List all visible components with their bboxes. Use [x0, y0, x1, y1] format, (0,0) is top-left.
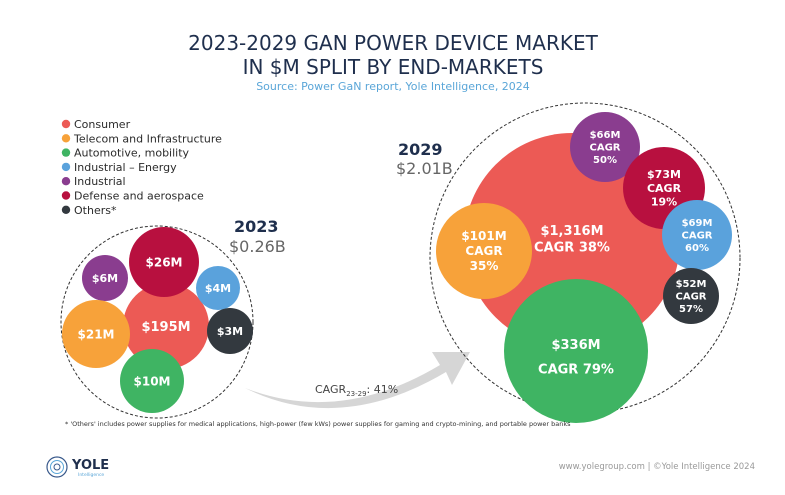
legend-item: Others* [61, 204, 117, 217]
bubble-circle [504, 279, 648, 423]
bubble-circle [436, 203, 532, 299]
legend-label: Telecom and Infrastructure [73, 132, 222, 145]
legend-dot-icon [61, 191, 71, 200]
legend-dot-icon [61, 162, 71, 172]
footer-credit: www.yolegroup.com | ©Yole Intelligence 2… [559, 462, 755, 472]
logo-subtext: Intelligence [78, 472, 104, 478]
bubble-circle [570, 112, 640, 182]
outline-2029 [429, 102, 741, 414]
bubble-cagr: CAGR 79% [538, 362, 614, 377]
year-2029-label: 2029 [398, 140, 443, 159]
bubble-2023: $3M [207, 308, 253, 354]
bubble-2023: $6M [82, 255, 128, 301]
bubble-value: $52M [676, 279, 707, 290]
growth-cagr-label: CAGR23-29: 41% [315, 383, 398, 398]
bubble-value: $6M [92, 272, 118, 285]
bubble-circle [129, 227, 199, 297]
legend-label: Defense and aerospace [74, 190, 204, 203]
footnote: * 'Others' includes power supplies for m… [65, 420, 571, 428]
bubble-circle [82, 255, 128, 301]
total-2023: $0.26B [229, 237, 286, 256]
title-line-2: IN $M SPLIT BY END-MARKETS [243, 55, 544, 79]
bubble-2023: $195M [123, 283, 209, 369]
bubble-2023: $21M [62, 300, 130, 368]
bubble-circle [62, 300, 130, 368]
bubble-circle [120, 349, 184, 413]
bubble-cagr2: 57% [679, 304, 703, 315]
bubble-value: $1,316M [540, 224, 603, 239]
bubble-cagr: CAGR [465, 244, 502, 258]
legend-item: Industrial [61, 175, 126, 188]
bubble-value: $21M [78, 328, 115, 342]
legend-label: Industrial [74, 175, 126, 188]
bubble-cagr2: 19% [651, 196, 677, 209]
bubble-cagr2: 50% [593, 155, 617, 166]
bubble-circle [663, 268, 719, 324]
bubble-cagr: CAGR [682, 231, 713, 242]
legend-item: Industrial – Energy [61, 161, 177, 174]
source-text: Source: Power GaN report, Yole Intellige… [256, 80, 530, 93]
bubble-value: $26M [146, 256, 183, 270]
bubble-cagr: CAGR [676, 292, 707, 303]
legend-label: Others* [74, 204, 117, 217]
legend-label: Consumer [74, 118, 131, 131]
bubbles-2023: $195M $26M $6M $4M $21M $3M $10M [62, 227, 253, 413]
bubble-value: $4M [205, 282, 231, 295]
bubble-cagr: CAGR 38% [534, 240, 610, 255]
bubble-2023: $26M [129, 227, 199, 297]
bubble-circle [662, 200, 732, 270]
logo-text: YOLE [71, 458, 109, 473]
bubble-value: $10M [134, 375, 171, 389]
bubble-circle [207, 308, 253, 354]
legend-dot-icon [61, 119, 71, 129]
legend-label: Industrial – Energy [74, 161, 177, 174]
title-line-1: 2023-2029 GAN POWER DEVICE MARKET [188, 31, 599, 55]
outline-2023 [60, 225, 254, 419]
bubble-value: $69M [682, 218, 713, 229]
yole-logo: YOLE Intelligence [46, 456, 109, 478]
bubble-value: $101M [461, 229, 506, 243]
bubble-value: $73M [647, 168, 681, 181]
legend-dot-icon [61, 148, 71, 157]
bubble-2029: $336M CAGR 79% [504, 279, 648, 423]
bubble-cagr: CAGR [590, 143, 621, 154]
bubble-2023: $10M [120, 349, 184, 413]
bubble-2023: $4M [196, 266, 240, 310]
growth-arrow [245, 352, 470, 409]
legend-dot-icon [61, 205, 71, 214]
bubble-value: $195M [141, 320, 190, 335]
bubble-value: $66M [590, 130, 621, 141]
bubble-circle [196, 266, 240, 310]
legend-item: Defense and aerospace [61, 190, 204, 203]
bubble-cagr: CAGR [647, 182, 682, 195]
legend-dot-icon [61, 177, 71, 186]
bubble-cagr2: 60% [685, 243, 709, 254]
legend-label: Automotive, mobility [74, 147, 190, 160]
bubble-circle [123, 283, 209, 369]
total-2029: $2.01B [396, 159, 453, 178]
year-2023-label: 2023 [234, 217, 279, 236]
bubble-value: $336M [551, 338, 600, 353]
legend-item: Automotive, mobility [61, 147, 190, 160]
legend-item: Telecom and Infrastructure [61, 132, 222, 145]
bubble-cagr2: 35% [470, 259, 499, 273]
legend-dot-icon [61, 134, 71, 143]
bubble-value: $3M [217, 325, 243, 338]
legend-item: Consumer [61, 118, 131, 131]
